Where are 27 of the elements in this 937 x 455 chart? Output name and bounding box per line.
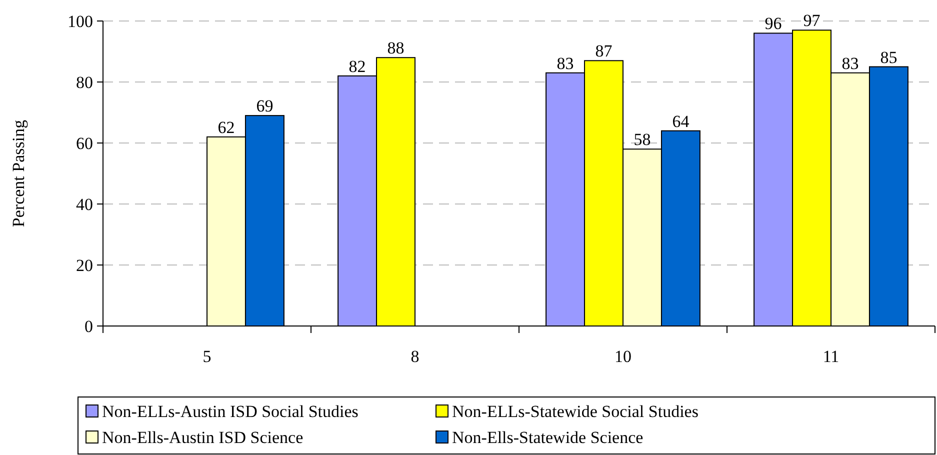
legend-label: Non-Ells-Austin ISD Science [102,428,304,447]
data-label: 88 [387,38,404,58]
data-label: 69 [256,96,274,116]
legend-label: Non-ELLs-Austin ISD Social Studies [102,402,358,421]
x-tick-label: 5 [202,347,212,366]
y-axis-title: Percent Passing [9,119,28,228]
y-tick-label: 20 [76,256,93,275]
y-tick-label: 0 [84,316,93,336]
y-tick-label: 40 [76,194,93,214]
data-label: 58 [634,130,651,150]
data-label: 83 [842,54,859,73]
y-tick-label: 80 [76,72,93,92]
data-label: 87 [595,42,613,61]
legend-label: Non-Ells-Statewide Science [452,428,644,447]
legend-label: Non-ELLs-Statewide Social Studies [452,402,698,421]
x-tick-label: 10 [614,347,632,366]
y-tick-label: 100 [68,12,93,31]
data-label: 85 [880,48,898,67]
y-tick-label: 60 [76,134,93,153]
data-label: 82 [348,56,366,76]
data-label: 64 [672,112,690,131]
data-label: 96 [764,14,782,34]
data-label: 62 [218,118,235,137]
data-label: 97 [803,11,821,30]
x-tick-label: 11 [822,347,840,366]
x-tick-label: 8 [410,347,420,366]
data-label: 83 [556,54,574,73]
